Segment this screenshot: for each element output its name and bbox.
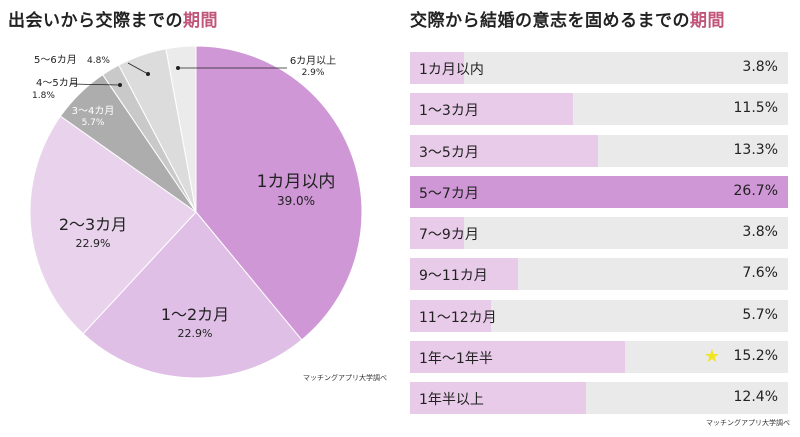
pie-slice-value-3-4m: 5.7% [82,118,105,128]
pie-slice-label-3-4m: 3〜4カ月 [72,105,115,117]
bar-row: 7〜9カ月 3.8% [410,217,788,250]
bar-category-label: 7〜9カ月 [419,227,479,244]
bar-fill [410,175,788,208]
bar-fill [410,299,491,332]
left-chart-title: 出会いから交際までの期間 [8,6,218,31]
bar-row: 1カ月以内 3.8% [410,52,788,84]
bar-value-label: 26.7% [733,182,778,199]
bar-category-label: 1〜3カ月 [419,103,479,120]
bar-value-label: 11.5% [733,100,778,117]
bar-row: 1年〜1年半 ★ 15.2% [410,341,788,374]
pie-slice-label-1-2m: 1〜2カ月 [161,305,229,324]
leader-dot-5-6m [146,72,150,76]
bar-category-label: 3〜5カ月 [419,144,479,161]
bar-fill [410,217,464,250]
pie-slice-1m [195,45,363,341]
left-title-main: 出会いから交際までの [8,11,183,31]
leader-dot-4-5m [118,83,122,87]
bar-fill [410,258,518,291]
right-title-main: 交際から結婚の意志を固めるまでの [410,11,690,31]
bar-value-label: 3.8% [742,224,778,241]
bar-value-label: 5.7% [742,306,778,323]
bar-fill [410,134,599,167]
left-title-accent: 期間 [183,11,218,31]
bar-fill [410,341,626,374]
bar-row: 5〜7カ月 26.7% [410,175,788,208]
bar-row: 9〜11カ月 7.6% [410,258,788,291]
pie-slice-label-2-3m: 2〜3カ月 [59,215,127,234]
pie-slice-label-6m-plus: 6カ月以上 [290,55,336,67]
bar-row: 3〜5カ月 13.3% [410,134,788,167]
pie-slice-label-4-5m: 4〜5カ月 [36,77,79,89]
pie-slice-1-2m [82,211,303,379]
left-source-credit: マッチングアプリ大学調べ [303,374,387,382]
leader-line-4-5m [69,83,121,86]
bar-category-label: 11〜12カ月 [419,309,497,326]
pie-slice-value-5-6m: 4.8% [87,56,110,66]
bar-fill [410,382,586,415]
pie-slice-value-4-5m: 1.8% [32,91,55,101]
bar-value-label: 12.4% [733,389,778,406]
leader-dot-6m-plus [176,66,180,70]
bar-category-label: 9〜11カ月 [419,268,488,285]
bar-row: 11〜12カ月 5.7% [410,299,788,332]
pie-slice-label-5-6m: 5〜6カ月 [34,54,77,66]
bar-category-label: 1年〜1年半 [419,351,493,368]
bar-category-label: 5〜7カ月 [419,185,479,202]
bar-chart: 1カ月以内 3.8% 1〜3カ月 11.5% 3〜5カ月 13.3% 5〜7カ月 26.7% 7… [410,52,788,424]
bar-category-label: 1カ月以内 [419,62,484,78]
bar-fill [410,52,464,84]
right-source-credit: マッチングアプリ大学調べ [706,419,790,427]
right-title-accent: 期間 [690,11,725,31]
pie-slice-2-3m [29,115,197,335]
bar-row: 1年半以上 12.4% [410,382,788,415]
bar-value-label: 7.6% [742,265,778,282]
star-icon: ★ [703,346,720,368]
bar-value-label: 15.2% [733,348,778,365]
right-chart-title: 交際から結婚の意志を固めるまでの期間 [410,6,725,31]
bar-category-label: 1年半以上 [419,392,484,409]
pie-slice-label-1m: 1カ月以内 [257,172,336,192]
pie-slice-value-2-3m: 22.9% [76,237,111,250]
bar-fill [410,93,573,126]
pie-slice-6m-plus [165,45,197,213]
pie-slice-value-1-2m: 22.9% [178,327,213,340]
pie-slice-value-6m-plus: 2.9% [302,68,325,78]
bar-value-label: 3.8% [742,59,778,75]
bar-row: 1〜3カ月 11.5% [410,93,788,126]
leader-line-5-6m [127,62,149,75]
bar-value-label: 13.3% [733,141,778,158]
pie-slice-value-1m: 39.0% [277,194,315,208]
